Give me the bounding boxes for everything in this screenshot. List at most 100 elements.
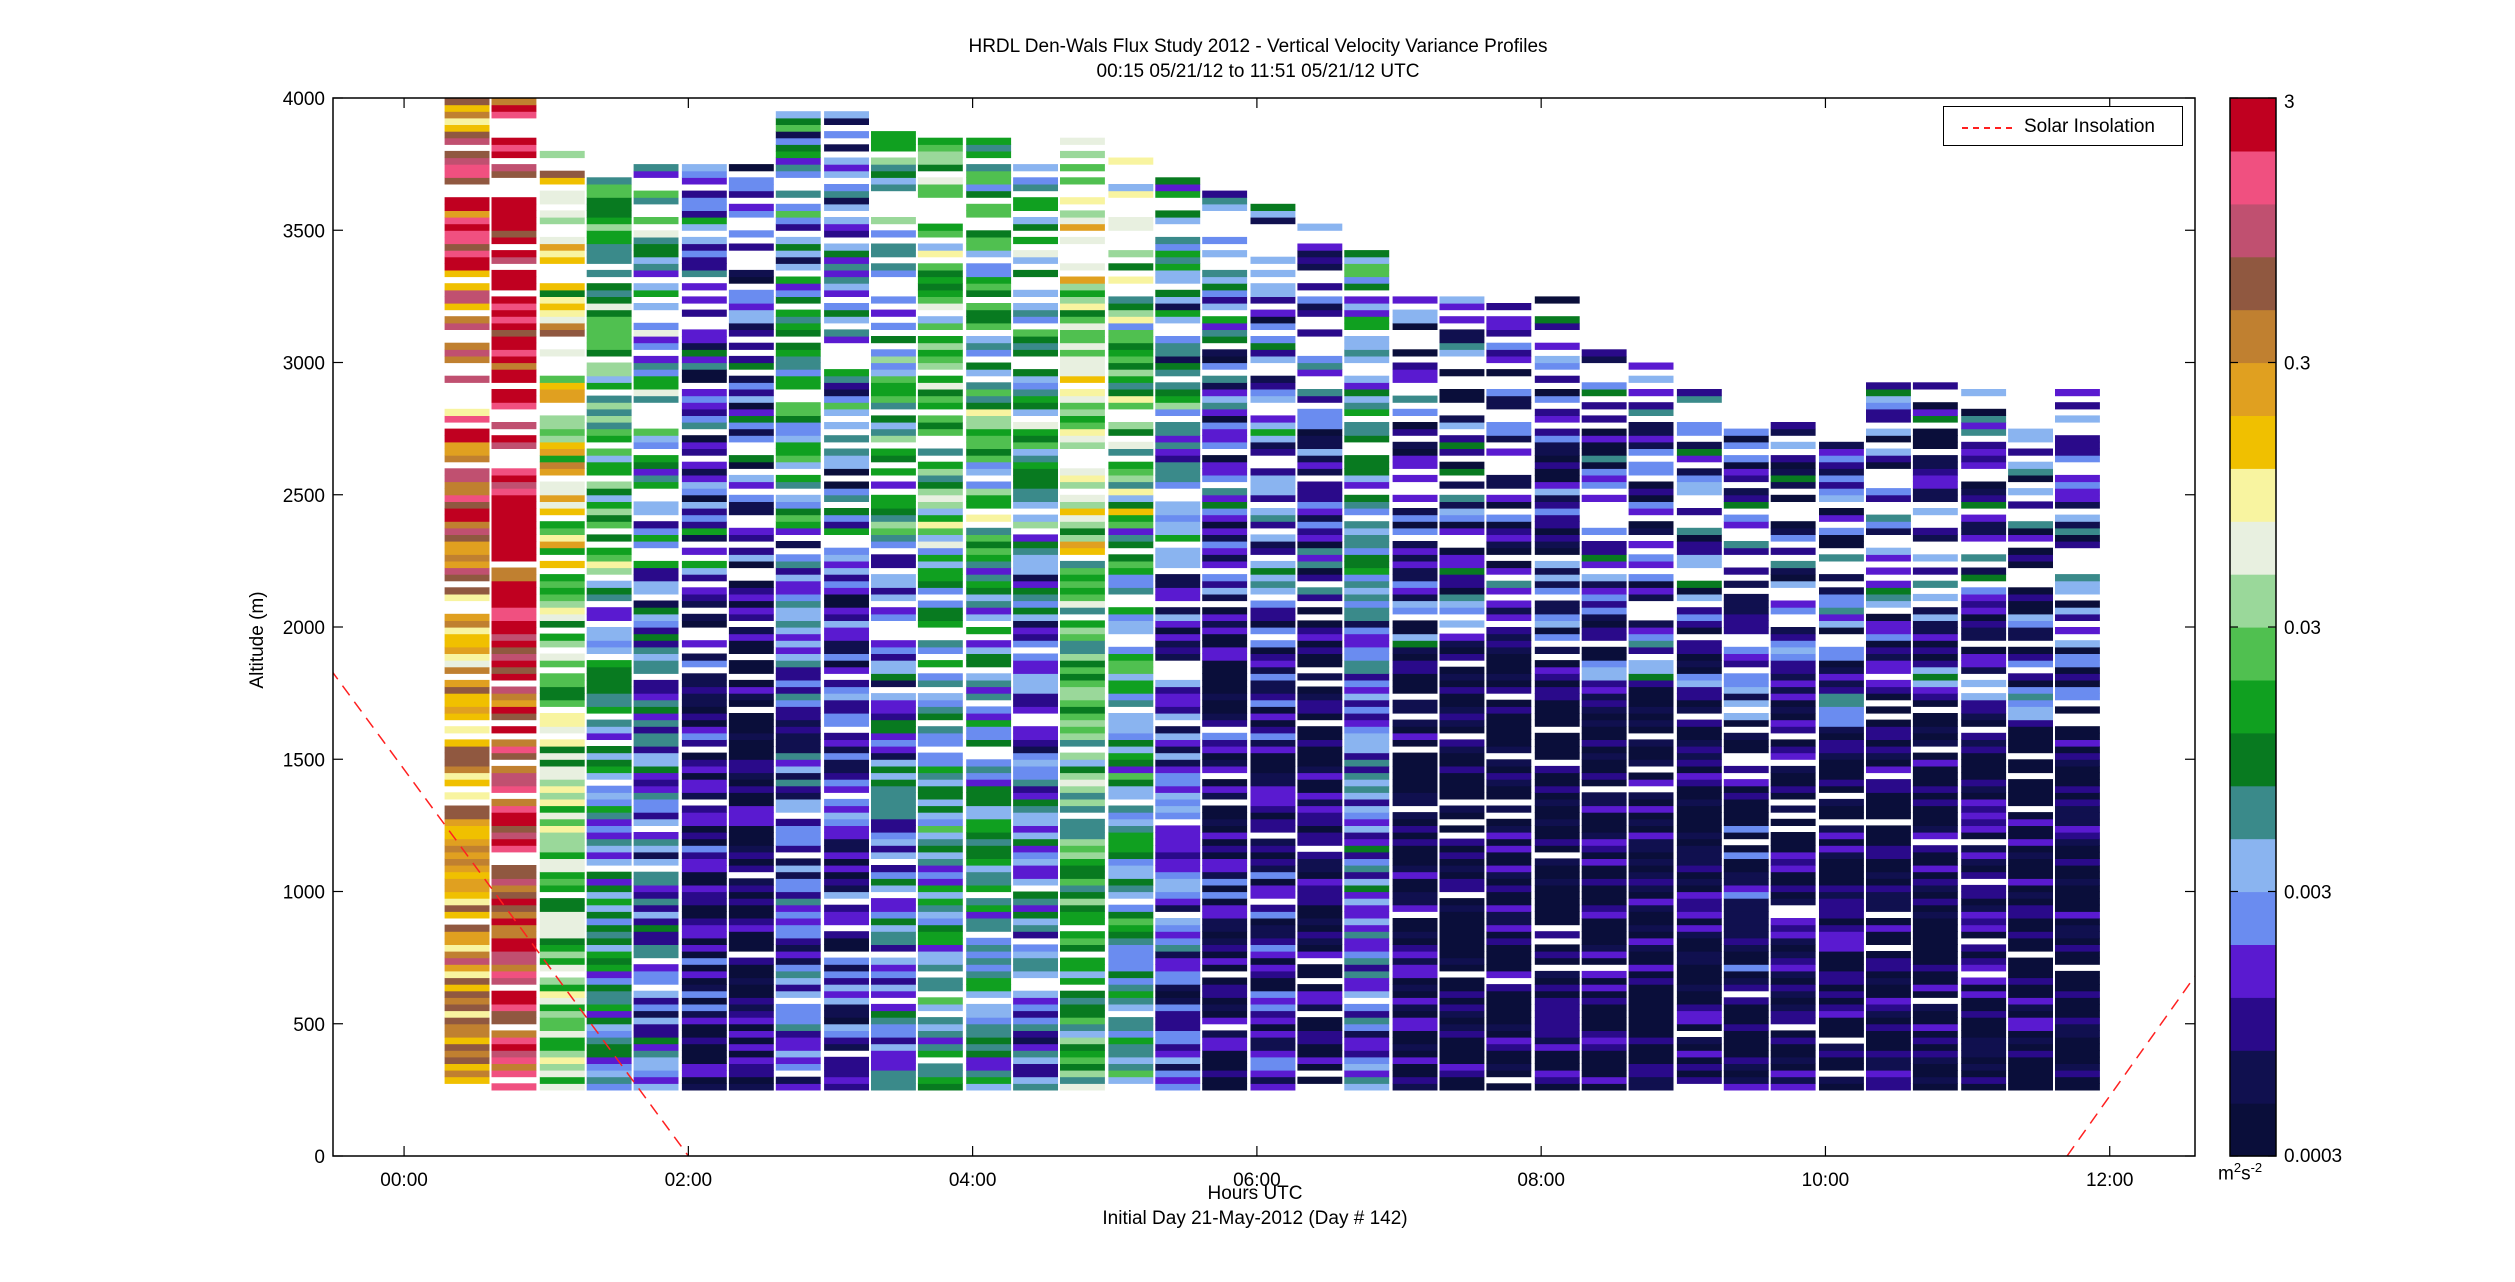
heatmap-cell [1628, 838, 1674, 846]
heatmap-cell [444, 924, 490, 932]
heatmap-cell [491, 441, 537, 449]
heatmap-cell [1250, 918, 1296, 926]
heatmap-cell [1628, 851, 1674, 859]
heatmap-cell [1392, 455, 1438, 463]
heatmap-cell [1581, 951, 1627, 959]
heatmap-cell [871, 1070, 916, 1078]
heatmap-cell [1819, 924, 1864, 932]
heatmap-cell [871, 646, 916, 654]
heatmap-cell [1297, 593, 1343, 602]
heatmap-cell [1108, 541, 1154, 549]
heatmap-cell [681, 924, 727, 932]
heatmap-cell [2008, 534, 2053, 542]
heatmap-cell [1250, 382, 1296, 390]
heatmap-cell [1486, 706, 1532, 714]
heatmap-cell [966, 1063, 1012, 1071]
heatmap-cell [1155, 402, 1201, 410]
heatmap-cell [1819, 706, 1864, 714]
heatmap-cell [444, 587, 490, 595]
heatmap-cell [1013, 765, 1058, 774]
heatmap-cell [491, 1017, 537, 1025]
heatmap-cell [1060, 878, 1105, 886]
heatmap-cell [491, 891, 537, 899]
heatmap-cell [1486, 329, 1532, 337]
heatmap-cell [1866, 461, 1911, 469]
heatmap-cell [1250, 693, 1296, 701]
heatmap-cell [2055, 580, 2100, 588]
heatmap-cell [1866, 977, 1911, 985]
heatmap-cell [1013, 342, 1058, 350]
heatmap-cell [539, 422, 585, 430]
heatmap-cell [2055, 501, 2100, 509]
heatmap-cell [1723, 514, 1769, 522]
heatmap-cell [871, 878, 916, 886]
heatmap-cell [1297, 256, 1343, 264]
heatmap-cell [1392, 369, 1438, 377]
heatmap-cell [775, 1043, 821, 1051]
heatmap-cell [824, 217, 869, 225]
heatmap-cell [824, 805, 869, 813]
heatmap-cell [1676, 395, 1722, 403]
heatmap-cell [871, 448, 916, 456]
heatmap-cell [1961, 851, 2007, 859]
heatmap-cell [1439, 746, 1485, 754]
heatmap-cell [633, 1050, 679, 1058]
heatmap-cell [1439, 858, 1485, 866]
heatmap-cell [1912, 640, 1958, 648]
heatmap-cell [1297, 818, 1343, 826]
heatmap-cell [1155, 243, 1201, 251]
heatmap-cell [1013, 878, 1058, 886]
heatmap-cell [633, 838, 679, 846]
heatmap-cell [1723, 580, 1769, 588]
heatmap-cell [444, 150, 490, 159]
heatmap-cell [966, 686, 1012, 694]
heatmap-cell [775, 719, 821, 727]
heatmap-cell [1344, 951, 1390, 959]
heatmap-cell [1676, 779, 1722, 787]
heatmap-cell [1486, 937, 1532, 945]
heatmap-cell [871, 779, 916, 787]
heatmap-cell [1060, 931, 1105, 939]
heatmap-cell [1486, 1037, 1532, 1045]
heatmap-cell [1108, 627, 1154, 635]
heatmap-cell [1819, 494, 1864, 502]
heatmap-cell [681, 732, 727, 740]
heatmap-cell [491, 798, 537, 807]
heatmap-cell [2055, 474, 2100, 483]
heatmap-cell [1534, 494, 1580, 502]
heatmap-cell [681, 408, 727, 416]
heatmap-cell [633, 726, 679, 734]
heatmap-cell [1250, 269, 1296, 278]
heatmap-cell [1013, 474, 1058, 483]
heatmap-cell [1344, 884, 1390, 893]
heatmap-cell [1723, 898, 1769, 906]
heatmap-cell [586, 706, 632, 714]
heatmap-cell [444, 342, 490, 350]
heatmap-cell [1866, 693, 1911, 701]
heatmap-cell [1581, 997, 1627, 1005]
heatmap-cell [728, 309, 774, 317]
heatmap-cell [1581, 468, 1627, 476]
heatmap-cell [586, 832, 632, 840]
heatmap-cell [917, 137, 963, 145]
heatmap-cell [1250, 825, 1296, 833]
heatmap-cell [1392, 1083, 1438, 1091]
heatmap-cell [871, 918, 916, 926]
heatmap-cell [1392, 620, 1438, 628]
heatmap-cell [1060, 686, 1105, 694]
heatmap-cell [1392, 673, 1438, 681]
heatmap-cell [775, 144, 821, 152]
heatmap-cell [444, 527, 490, 535]
heatmap-cell [1723, 607, 1769, 615]
heatmap-cell [966, 501, 1012, 509]
heatmap-cell [1961, 957, 2007, 965]
heatmap-cell [633, 924, 679, 932]
heatmap-cell [586, 521, 632, 529]
heatmap-cell [1155, 580, 1201, 588]
heatmap-cell [1108, 382, 1154, 390]
heatmap-cell [491, 296, 537, 304]
heatmap-cell [539, 217, 585, 225]
heatmap-cell [1819, 911, 1864, 919]
heatmap-cell [633, 1056, 679, 1064]
heatmap-cell [917, 693, 963, 701]
